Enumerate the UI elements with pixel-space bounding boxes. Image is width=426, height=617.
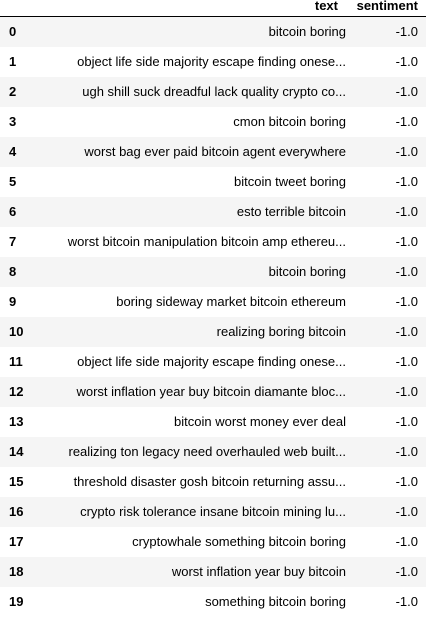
sentiment-cell: -1.0 <box>346 47 426 77</box>
row-index: 18 <box>0 557 30 587</box>
row-index: 4 <box>0 137 30 167</box>
sentiment-cell: -1.0 <box>346 137 426 167</box>
row-index: 9 <box>0 287 30 317</box>
text-cell: bitcoin boring <box>30 257 346 287</box>
sentiment-cell: -1.0 <box>346 557 426 587</box>
sentiment-cell: -1.0 <box>346 287 426 317</box>
row-index: 0 <box>0 17 30 48</box>
row-index: 6 <box>0 197 30 227</box>
text-cell: realizing ton legacy need overhauled web… <box>30 437 346 467</box>
text-cell: boring sideway market bitcoin ethereum <box>30 287 346 317</box>
row-index: 17 <box>0 527 30 557</box>
text-cell: worst inflation year buy bitcoin diamant… <box>30 377 346 407</box>
row-index: 8 <box>0 257 30 287</box>
text-column-header: text <box>30 0 346 17</box>
text-cell: crypto risk tolerance insane bitcoin min… <box>30 497 346 527</box>
index-column-header <box>0 0 30 17</box>
text-cell: threshold disaster gosh bitcoin returnin… <box>30 467 346 497</box>
sentiment-cell: -1.0 <box>346 317 426 347</box>
text-cell: cryptowhale something bitcoin boring <box>30 527 346 557</box>
text-cell: bitcoin worst money ever deal <box>30 407 346 437</box>
text-cell: bitcoin boring <box>30 17 346 48</box>
row-index: 3 <box>0 107 30 137</box>
table-header: text sentiment <box>0 0 426 17</box>
sentiment-cell: -1.0 <box>346 347 426 377</box>
sentiment-cell: -1.0 <box>346 587 426 617</box>
sentiment-cell: -1.0 <box>346 167 426 197</box>
text-cell: something bitcoin boring <box>30 587 346 617</box>
row-index: 14 <box>0 437 30 467</box>
row-index: 15 <box>0 467 30 497</box>
sentiment-column-header: sentiment <box>346 0 426 17</box>
text-cell: ugh shill suck dreadful lack quality cry… <box>30 77 346 107</box>
text-cell: esto terrible bitcoin <box>30 197 346 227</box>
sentiment-cell: -1.0 <box>346 257 426 287</box>
sentiment-cell: -1.0 <box>346 227 426 257</box>
text-cell: object life side majority escape finding… <box>30 347 346 377</box>
row-index: 13 <box>0 407 30 437</box>
sentiment-cell: -1.0 <box>346 407 426 437</box>
header-row: text sentiment <box>0 0 426 17</box>
sentiment-cell: -1.0 <box>346 17 426 48</box>
row-index: 16 <box>0 497 30 527</box>
sentiment-cell: -1.0 <box>346 197 426 227</box>
text-cell: object life side majority escape finding… <box>30 47 346 77</box>
row-index: 7 <box>0 227 30 257</box>
row-index: 10 <box>0 317 30 347</box>
row-index: 19 <box>0 587 30 617</box>
sentiment-cell: -1.0 <box>346 497 426 527</box>
text-cell: worst inflation year buy bitcoin <box>30 557 346 587</box>
row-index: 1 <box>0 47 30 77</box>
sentiment-cell: -1.0 <box>346 467 426 497</box>
sentiment-cell: -1.0 <box>346 527 426 557</box>
text-cell: worst bag ever paid bitcoin agent everyw… <box>30 137 346 167</box>
row-index: 12 <box>0 377 30 407</box>
text-cell: realizing boring bitcoin <box>30 317 346 347</box>
sentiment-cell: -1.0 <box>346 107 426 137</box>
text-cell: cmon bitcoin boring <box>30 107 346 137</box>
sentiment-cell: -1.0 <box>346 437 426 467</box>
text-cell: bitcoin tweet boring <box>30 167 346 197</box>
sentiment-cell: -1.0 <box>346 77 426 107</box>
sentiment-cell: -1.0 <box>346 377 426 407</box>
text-cell: worst bitcoin manipulation bitcoin amp e… <box>30 227 346 257</box>
row-index: 2 <box>0 77 30 107</box>
row-index: 5 <box>0 167 30 197</box>
row-index: 11 <box>0 347 30 377</box>
